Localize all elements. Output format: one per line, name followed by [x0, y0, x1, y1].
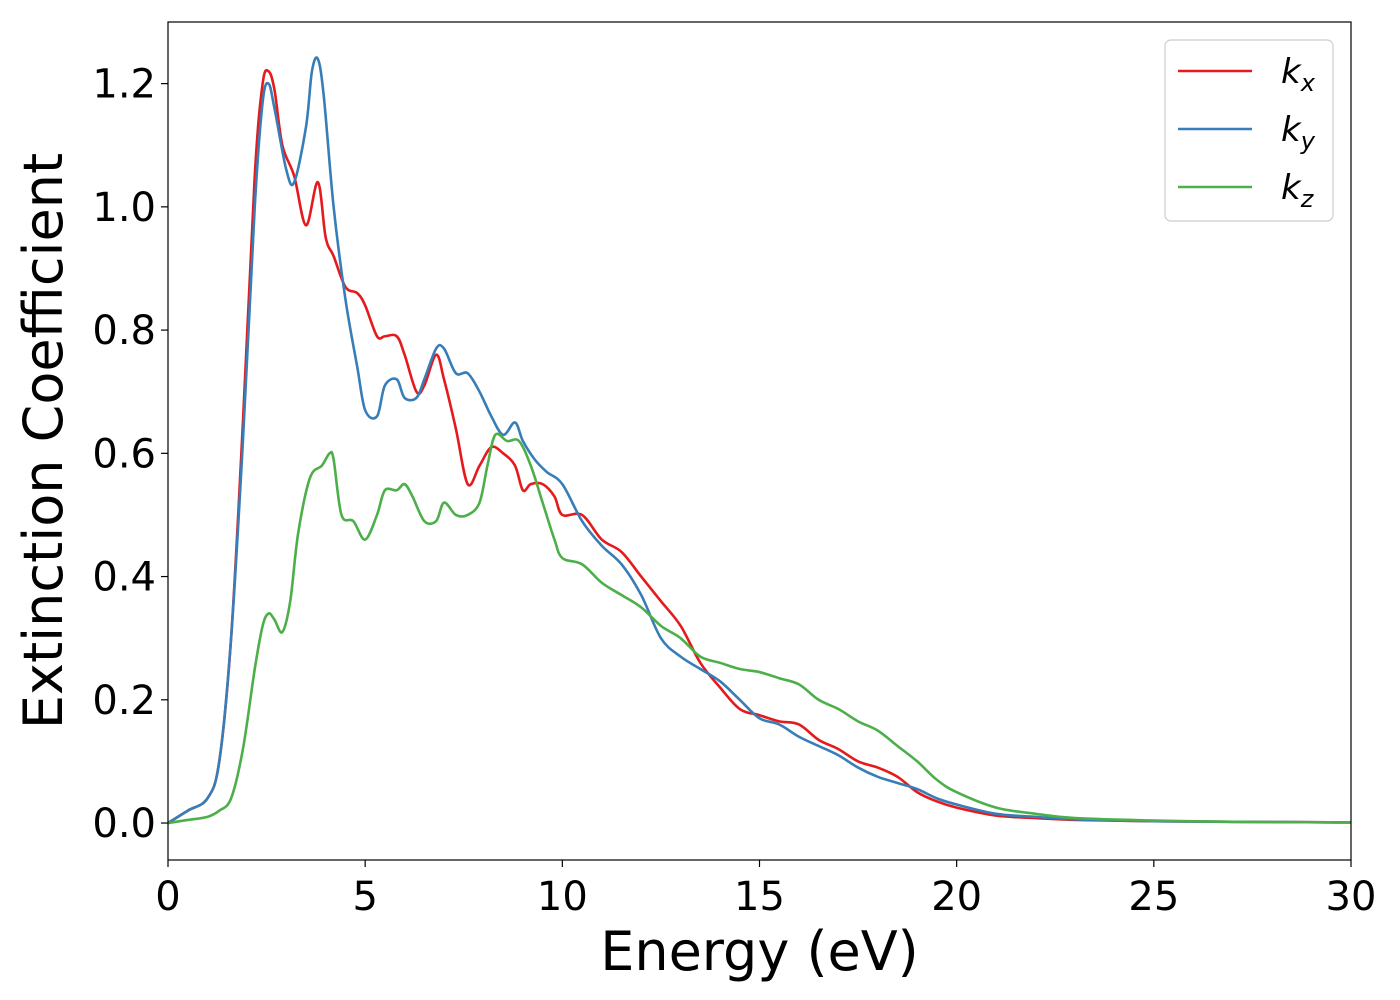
series-layer: [168, 56, 1351, 825]
y-tick-label: 1.2: [92, 62, 156, 108]
y-axis-title: Extinction Coefficient: [12, 153, 75, 729]
x-tick-label: 30: [1326, 874, 1377, 920]
series-line-kz: [168, 432, 1351, 825]
y-tick-label: 0.8: [92, 308, 156, 354]
legend-label-kz: kz: [1281, 168, 1315, 213]
x-tick-label: 0: [155, 874, 180, 920]
x-tick-label: 10: [537, 874, 588, 920]
y-axis: 0.0 0.2 0.4 0.6 0.8 1.0 1.2: [92, 62, 168, 847]
y-tick-label: 0.0: [92, 801, 156, 847]
x-tick-label: 25: [1128, 874, 1179, 920]
y-tick-label: 0.2: [92, 678, 156, 724]
y-tick-label: 0.6: [92, 431, 156, 477]
x-tick-label: 15: [734, 874, 785, 920]
series-line-kx: [168, 68, 1351, 825]
y-tick-label: 1.0: [92, 185, 156, 231]
y-tick-label: 0.4: [92, 555, 156, 601]
legend-box: [1164, 39, 1334, 222]
x-axis: 0 5 10 15 20 25 30: [155, 860, 1376, 920]
x-tick-label: 20: [931, 874, 982, 920]
x-axis-title: Energy (eV): [600, 920, 919, 983]
series-line-ky: [168, 56, 1351, 825]
x-tick-label: 5: [352, 874, 377, 920]
